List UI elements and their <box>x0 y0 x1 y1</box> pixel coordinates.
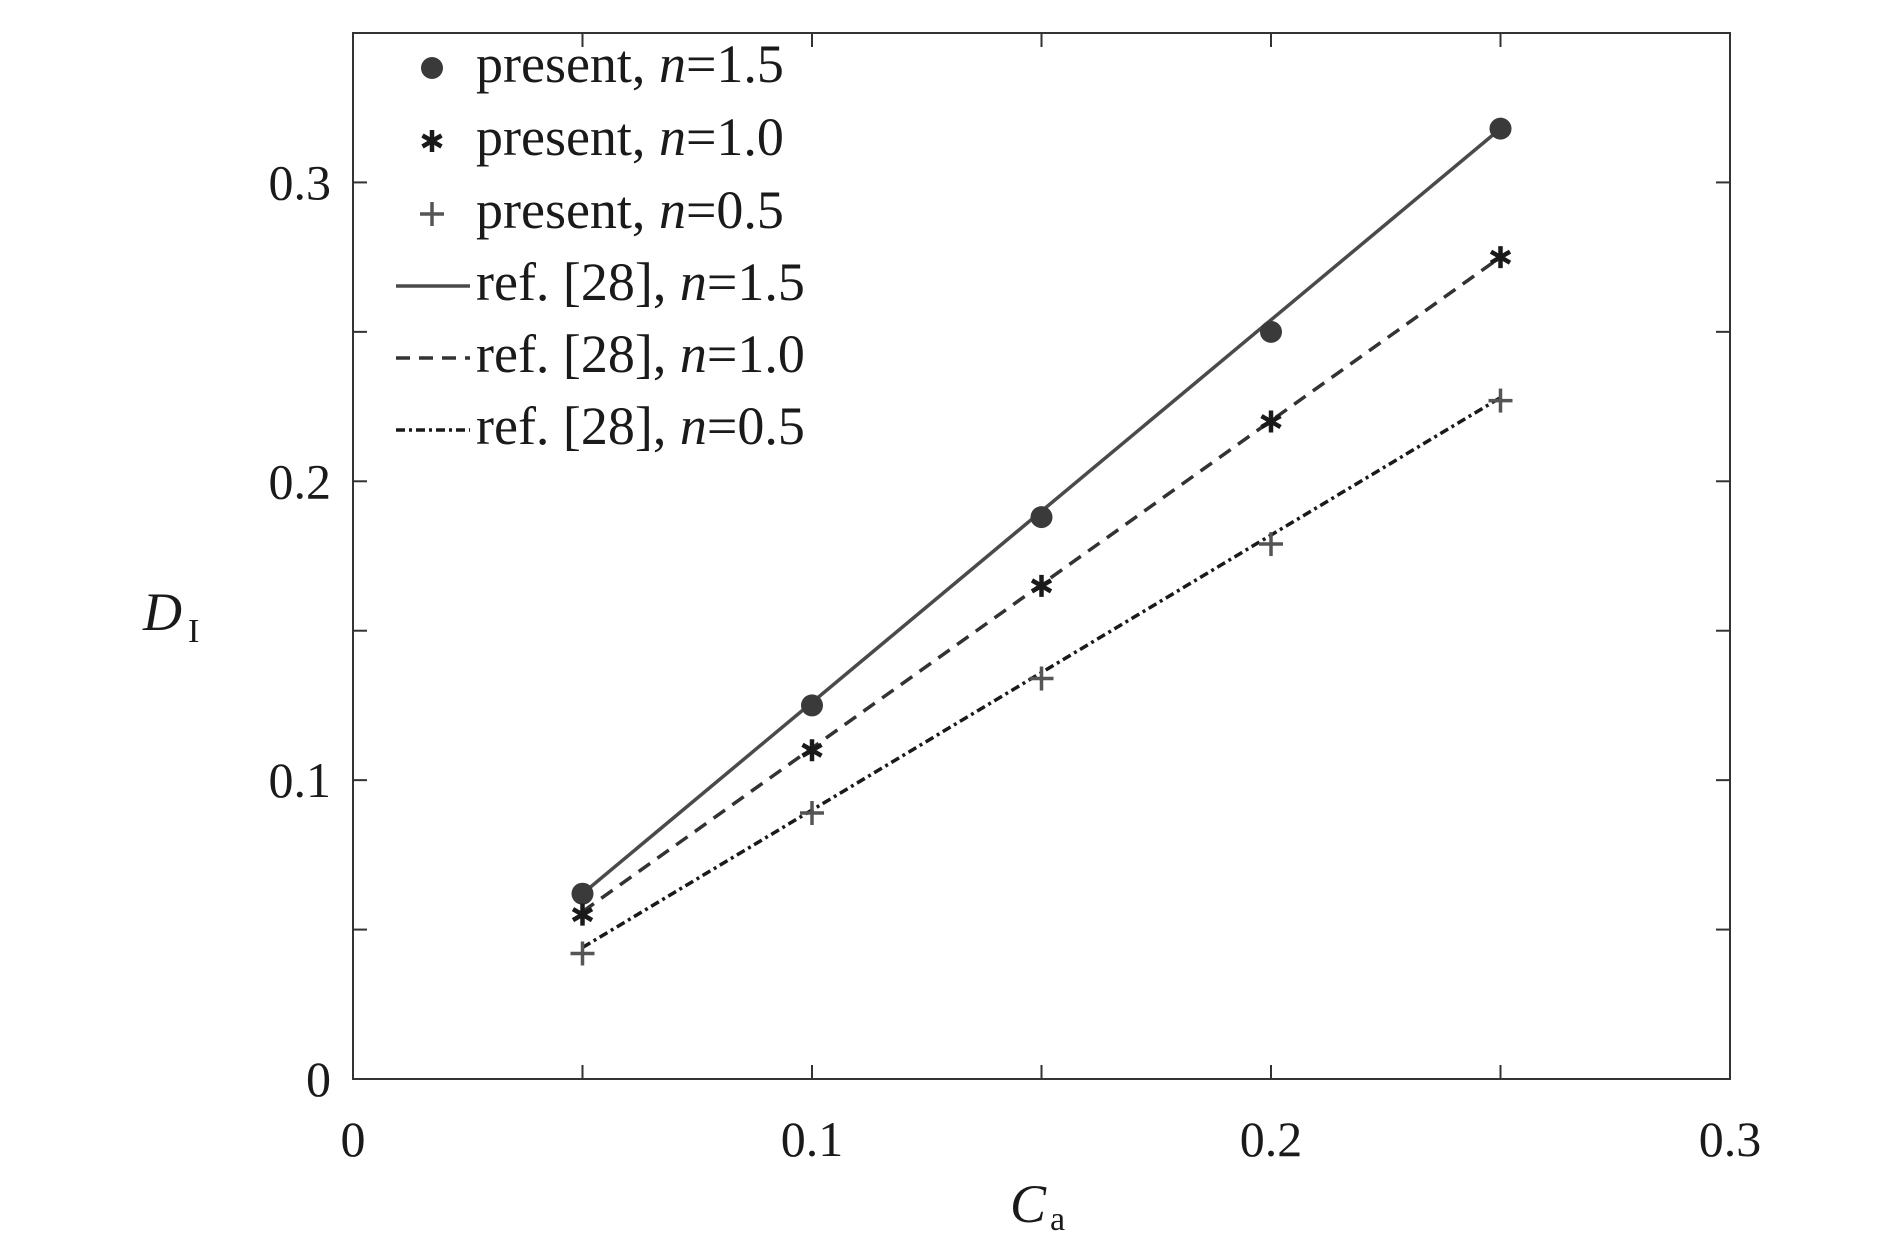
legend-label-value: =0.5 <box>707 396 805 456</box>
legend-label-value: =0.5 <box>686 180 784 240</box>
legend-label-value: =1.5 <box>707 252 805 312</box>
y-tick-label: 0.3 <box>269 154 332 210</box>
legend-label: present, n=1.5 <box>476 34 784 94</box>
legend-label-text: ref. [28], <box>476 396 680 456</box>
data-point-circle <box>1260 320 1282 343</box>
legend-marker-asterisk <box>421 130 443 152</box>
asterisk-stroke <box>421 133 443 149</box>
x-axis-subscript: a <box>1050 1201 1065 1233</box>
legend-label-var: n <box>680 396 707 456</box>
data-point-circle <box>801 694 823 717</box>
series <box>570 117 1513 966</box>
legend-label-text: ref. [28], <box>476 252 680 312</box>
y-tick-label: 0 <box>306 1051 331 1107</box>
legend-label-text: present, <box>476 34 659 94</box>
x-tick-label: 0.1 <box>781 1111 844 1167</box>
legend-label: present, n=0.5 <box>476 180 784 240</box>
data-point-circle <box>571 882 594 905</box>
legend-label: ref. [28], n=0.5 <box>476 396 805 456</box>
legend-label: ref. [28], n=1.0 <box>476 324 805 384</box>
legend-marker-plus <box>420 202 444 226</box>
data-point-circle <box>1030 506 1053 529</box>
x-axis-symbol: C <box>1010 1174 1047 1233</box>
legend-label-var: n <box>680 252 707 312</box>
y-axis-symbol: D <box>142 582 182 642</box>
data-point-plus <box>570 941 595 966</box>
data-point-plus <box>1029 666 1054 691</box>
legend-label-var: n <box>680 324 707 384</box>
asterisk-stroke <box>801 742 823 758</box>
legend-label-text: ref. [28], <box>476 324 680 384</box>
y-tick-label: 0.2 <box>269 453 332 509</box>
legend-label-value: =1.5 <box>686 34 784 94</box>
asterisk-stroke <box>1489 249 1512 265</box>
x-tick-label: 0.3 <box>1699 1111 1762 1167</box>
data-point-asterisk <box>801 739 823 762</box>
x-tick-label: 0 <box>341 1111 366 1167</box>
data-point-asterisk <box>571 903 594 926</box>
y-tick-label: 0.1 <box>269 752 332 808</box>
asterisk-stroke <box>1260 414 1282 429</box>
legend-label: present, n=1.0 <box>476 107 784 167</box>
legend-label-var: n <box>659 107 686 167</box>
legend-label-var: n <box>659 34 686 94</box>
legend-label-text: present, <box>476 180 659 240</box>
data-point-asterisk <box>1489 246 1512 269</box>
legend-label-var: n <box>659 180 686 240</box>
legend-label-text: present, <box>476 107 659 167</box>
legend-label-value: =1.0 <box>686 107 784 167</box>
data-point-asterisk <box>1030 574 1053 597</box>
legend-label: ref. [28], n=1.5 <box>476 252 805 312</box>
data-point-plus <box>1488 388 1513 413</box>
y-axis-subscript: I <box>188 613 199 650</box>
data-point-plus <box>1259 532 1283 557</box>
data-point-plus <box>800 801 824 826</box>
data-point-asterisk <box>1260 410 1282 433</box>
ticks: 0 0.1 0.2 0.3 0 0.1 0.2 0.3 <box>269 33 1762 1167</box>
legend-marker-circle <box>421 57 443 79</box>
x-tick-label: 0.2 <box>1240 1111 1303 1167</box>
legend-label-value: =1.0 <box>707 324 805 384</box>
asterisk-stroke <box>1030 578 1053 594</box>
data-point-circle <box>1489 117 1512 140</box>
asterisk-stroke <box>571 907 594 923</box>
